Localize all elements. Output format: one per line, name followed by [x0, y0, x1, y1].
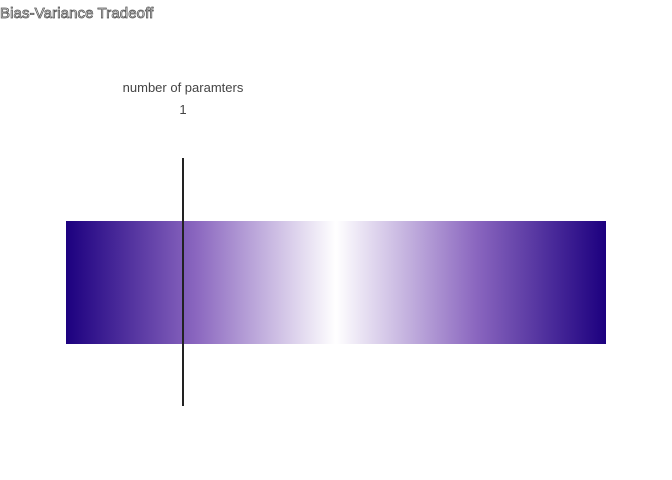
slider-value: 1	[179, 102, 187, 117]
bias-variance-gradient	[66, 221, 606, 344]
slider-handle[interactable]	[182, 158, 184, 406]
page-title: Bias-Variance Tradeoff	[0, 5, 154, 23]
slider-label: number of paramters	[122, 80, 244, 95]
